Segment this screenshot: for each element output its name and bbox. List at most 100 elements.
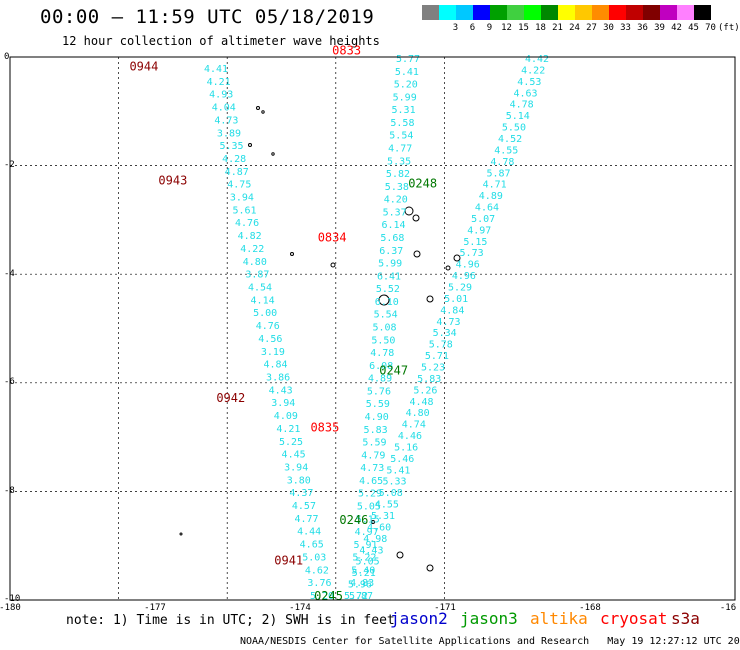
island-outline [179,532,183,536]
colorbar-label: 24 [569,23,580,33]
wave-height-value: 4.78 [490,157,514,168]
wave-height-value: 5.59 [366,399,390,410]
wave-height-value: 4.53 [517,77,541,88]
colorbar-swatch [507,5,524,20]
wave-height-value: 4.64 [475,203,499,214]
colorbar-label: 33 [620,23,631,33]
wave-height-value: 5.78 [429,340,453,351]
wave-height-value: 4.73 [360,463,384,474]
wave-height-value: 4.37 [289,488,313,499]
wave-height-value: 5.54 [389,131,413,142]
wave-height-value: 4.22 [240,244,264,255]
colorbar-swatch [575,5,592,20]
wave-height-value: 4.43 [359,545,383,556]
wave-height-value: 4.04 [212,103,236,114]
wave-height-value: 6.14 [381,220,405,231]
colorbar-label: 42 [671,23,682,33]
wave-height-value: 5.37 [383,207,407,218]
wave-height-value: 4.55 [375,500,399,511]
wave-height-value: 5.35 [387,156,411,167]
wave-height-value: 4.52 [498,134,522,145]
wave-height-value: 5.20 [394,80,418,91]
satellite-legend-item: altika [530,609,588,628]
satellite-legend-item: s3a [671,609,700,628]
wave-height-values: 4.414.214.934.044.733.895.354.284.874.75… [204,54,549,602]
wave-height-value: 4.45 [282,450,306,461]
colorbar-swatch [626,5,643,20]
wave-height-value: 3.94 [271,398,295,409]
colorbar-swatch [592,5,609,20]
colorbar-label: 30 [603,23,614,33]
wave-height-value: 4.89 [368,374,392,385]
colorbar-swatch [422,5,439,20]
colorbar-label: 12 [501,23,512,33]
wave-height-value: 5.40 [351,565,375,576]
units-label: (ft) [718,23,740,33]
wave-height-value: 4.56 [258,334,282,345]
latitude-tick: 0 [4,52,10,62]
wave-height-value: 4.41 [204,64,228,75]
colorbar-swatch [609,5,626,20]
wave-height-value: 4.46 [398,431,422,442]
wave-height-value: 3.94 [284,462,308,473]
wave-height-value: 4.82 [238,231,262,242]
wave-height-value: 4.14 [251,295,275,306]
wave-height-value: 3.86 [266,372,290,383]
wave-height-value: 5.83 [364,425,388,436]
wave-height-value: 5.14 [506,111,530,122]
wave-height-value: 5.29 [358,489,382,500]
wave-height-value: 4.55 [494,145,518,156]
wave-height-value: 4.44 [297,527,321,538]
wave-height-value: 4.80 [243,257,267,268]
wave-height-value: 5.46 [390,454,414,465]
colorbar-label: 27 [586,23,597,33]
pass-time-label: 0833 [332,43,361,57]
wave-height-value: 6.08 [369,361,393,372]
wave-height-value: 4.54 [248,283,272,294]
wave-height-value: 4.21 [276,424,300,435]
wave-height-value: 4.74 [402,420,426,431]
pass-time-label: 0941 [274,554,303,568]
wave-height-value: 4.96 [452,271,476,282]
island-outline [330,262,336,268]
colorbar-label: 15 [518,23,529,33]
wave-height-value: 4.43 [269,385,293,396]
wave-height-value: 4.73 [214,115,238,126]
wave-height-value: 5.08 [373,323,397,334]
island-outline [396,551,404,559]
wave-height-value: 6.10 [375,297,399,308]
island-outline [412,214,420,222]
colorbar-swatch [456,5,473,20]
wave-height-value: 4.63 [513,88,537,99]
wave-height-value: 5.82 [386,169,410,180]
wave-height-value: 5.01 [444,294,468,305]
colorbar-swatch [677,5,694,20]
wave-height-value: 5.07 [471,214,495,225]
wave-height-value: 5.76 [367,386,391,397]
wave-height-value: 4.77 [388,144,412,155]
colorbar-swatch [439,5,456,20]
wave-height-value: 5.31 [392,105,416,116]
island-outline [426,564,434,572]
wave-height-value: 5.61 [232,205,256,216]
wave-height-value: 4.98 [363,534,387,545]
wave-height-value: 4.89 [479,191,503,202]
footnote: note: 1) Time is in UTC; 2) SWH is in fe… [66,613,395,628]
wave-height-value: 4.76 [256,321,280,332]
pass-time-label: 0835 [310,421,339,435]
pass-time-label: 0248 [408,176,437,190]
colorbar-swatch [524,5,541,20]
longitude-tick: -171 [434,603,456,613]
colorbar-swatch [660,5,677,20]
satellite-legend-item: jason2 [390,609,448,628]
wave-height-value: 5.77 [396,54,420,65]
wave-height-value: 4.96 [456,260,480,271]
wave-height-value: 4.62 [305,565,329,576]
wave-height-value: 5.31 [371,511,395,522]
wave-height-value: 5.08 [379,488,403,499]
pass-time-label: 0944 [129,60,158,74]
island-outline [378,294,390,306]
wave-height-value: 4.65 [359,476,383,487]
wave-height-value: 5.96 [348,580,372,591]
